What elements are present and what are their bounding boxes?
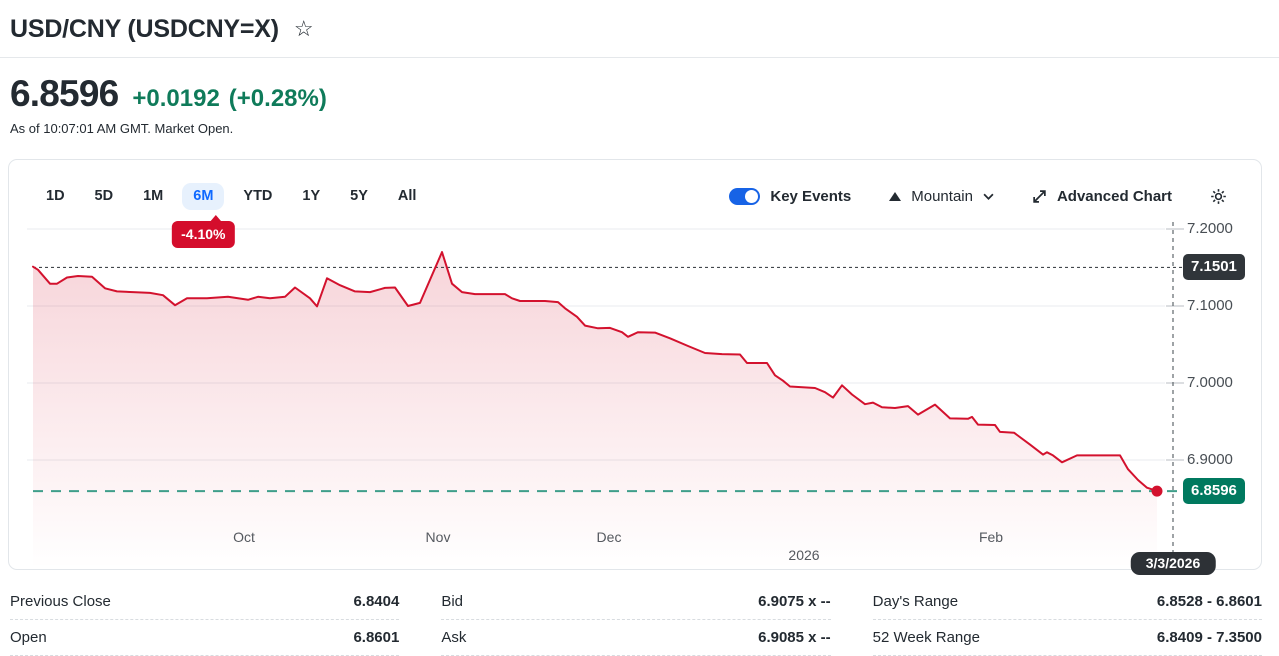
- stat-bid: Bid 6.9075 x --: [441, 584, 831, 620]
- chart-type-dropdown[interactable]: Mountain: [889, 188, 994, 205]
- key-events-label: Key Events: [770, 187, 852, 205]
- period-start-badge: 7.1501: [1183, 254, 1245, 281]
- y-axis-label: 6.9000: [1187, 451, 1233, 468]
- stat-label: Ask: [441, 629, 467, 646]
- stat-value: 6.8409 - 7.3500: [1156, 629, 1262, 646]
- chart-card: 1D 5D 1M 6M -4.10% YTD 1Y 5Y All Key Events Moun…: [8, 159, 1262, 575]
- y-axis-label: 7.0000: [1187, 374, 1233, 391]
- range-tab-all[interactable]: All: [387, 183, 428, 210]
- x-axis-label: Feb: [978, 529, 1004, 545]
- star-outline-icon[interactable]: ☆: [293, 16, 314, 41]
- crosshair-date-badge: 3/3/2026: [1130, 552, 1216, 575]
- range-tab-6m[interactable]: 6M -4.10%: [172, 182, 235, 248]
- chart-type-label: Mountain: [911, 187, 973, 205]
- header-divider: [0, 57, 1279, 58]
- page-title: USD/CNY (USDCNY=X): [10, 15, 279, 43]
- period-change-badge: -4.10%: [172, 214, 235, 248]
- current-price: 6.8596: [10, 73, 119, 114]
- change-value: +0.0192: [132, 85, 220, 112]
- gear-icon[interactable]: [1210, 188, 1227, 205]
- chart-toolbar: 1D 5D 1M 6M -4.10% YTD 1Y 5Y All Key Events Moun…: [9, 175, 1261, 248]
- change-percent: (+0.28%): [228, 85, 327, 112]
- x-axis-label: 2026: [788, 547, 820, 563]
- last-price-dot: [1151, 485, 1163, 497]
- advanced-chart-button[interactable]: Advanced Chart: [1032, 188, 1172, 205]
- chevron-down-icon: [983, 193, 994, 200]
- chart-controls: Key Events Mountain Advanced Chart: [729, 187, 1227, 205]
- stat-52-week-range: 52 Week Range 6.8409 - 7.3500: [872, 620, 1262, 656]
- price-area-fill: [33, 252, 1157, 569]
- key-events-control[interactable]: Key Events: [729, 187, 852, 205]
- price-chart-svg[interactable]: [9, 220, 1261, 571]
- price-change: +0.0192 (+0.28%): [132, 85, 326, 113]
- range-tab-5d[interactable]: 5D: [84, 183, 125, 210]
- stat-value: 6.8404: [353, 593, 400, 610]
- stat-label: Day's Range: [872, 593, 959, 610]
- chart-plot-area[interactable]: 7.2000 7.1000 7.0000 6.9000 Oct Nov Dec 2026 Fe…: [9, 220, 1261, 575]
- advanced-chart-label: Advanced Chart: [1056, 187, 1172, 205]
- stat-days-range: Day's Range 6.8528 - 6.8601: [872, 584, 1262, 620]
- range-tab-5y[interactable]: 5Y: [339, 183, 379, 210]
- stat-value: 6.9085 x --: [758, 629, 831, 646]
- range-tab-1y[interactable]: 1Y: [291, 183, 331, 210]
- axis-tick-marks: [1166, 228, 1184, 461]
- stat-value: 6.9075 x --: [758, 593, 831, 610]
- y-axis-label: 7.1000: [1187, 297, 1233, 314]
- x-axis-label: Oct: [233, 529, 255, 545]
- quote-stats: Previous Close 6.8404 Bid 6.9075 x -- Da…: [10, 584, 1262, 656]
- stat-value: 6.8528 - 6.8601: [1156, 593, 1262, 610]
- stat-label: 52 Week Range: [872, 629, 980, 646]
- y-axis-label: 7.2000: [1187, 220, 1233, 237]
- stat-value: 6.8601: [353, 629, 400, 646]
- expand-arrows-icon: [1033, 189, 1046, 203]
- range-tab-1m[interactable]: 1M: [132, 183, 174, 210]
- x-axis-label: Nov: [425, 529, 451, 545]
- range-tab-1d[interactable]: 1D: [35, 183, 76, 210]
- quote-header: USD/CNY (USDCNY=X) ☆ 6.8596 +0.0192 (+0.…: [0, 0, 1279, 136]
- key-events-toggle[interactable]: [729, 187, 761, 205]
- current-price-badge: 6.8596: [1183, 478, 1245, 505]
- range-tab-ytd[interactable]: YTD: [232, 183, 283, 210]
- stat-label: Open: [10, 629, 47, 646]
- range-tabs: 1D 5D 1M 6M -4.10% YTD 1Y 5Y All: [35, 182, 428, 248]
- as-of-timestamp: As of 10:07:01 AM GMT. Market Open.: [10, 121, 234, 136]
- x-axis-label: Dec: [596, 529, 622, 545]
- mountain-icon: [889, 191, 902, 201]
- toggle-knob: [745, 189, 759, 203]
- stat-label: Bid: [441, 593, 464, 610]
- price-line: [32, 251, 1158, 493]
- stat-previous-close: Previous Close 6.8404: [10, 584, 400, 620]
- stat-label: Previous Close: [10, 593, 111, 610]
